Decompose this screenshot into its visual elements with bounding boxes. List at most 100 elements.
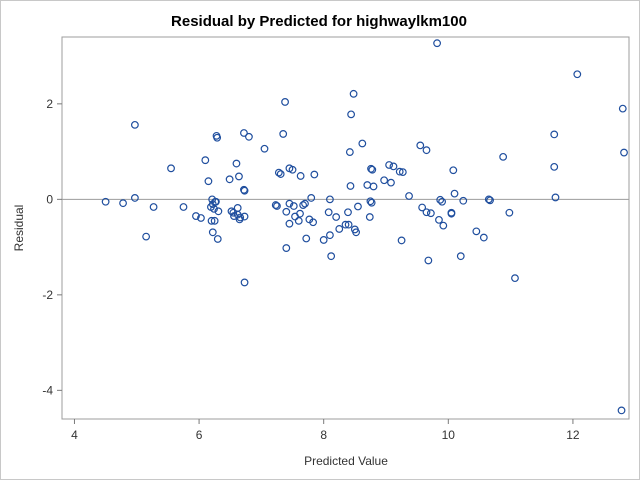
data-point bbox=[422, 146, 431, 155]
data-point bbox=[204, 177, 213, 186]
data-point bbox=[309, 218, 318, 227]
data-point bbox=[349, 89, 358, 98]
data-point bbox=[368, 165, 377, 174]
data-point bbox=[235, 172, 243, 181]
data-point bbox=[324, 208, 333, 217]
data-point bbox=[436, 195, 445, 204]
x-axis: 4 6 8 10 12 bbox=[71, 419, 580, 442]
data-point bbox=[273, 202, 281, 210]
data-point bbox=[201, 156, 210, 165]
data-point bbox=[214, 207, 223, 216]
data-point bbox=[511, 274, 519, 283]
data-point bbox=[367, 164, 375, 173]
data-point bbox=[319, 236, 328, 244]
data-point bbox=[358, 139, 367, 148]
y-axis-label: Residual bbox=[12, 205, 26, 252]
data-point bbox=[352, 228, 360, 237]
data-point bbox=[301, 199, 309, 208]
y-tick-label: 2 bbox=[46, 97, 53, 111]
x-tick-label: 10 bbox=[442, 428, 456, 442]
data-point bbox=[167, 164, 175, 173]
data-point bbox=[130, 120, 139, 129]
data-point bbox=[424, 256, 433, 265]
data-point bbox=[354, 202, 362, 211]
data-point bbox=[617, 406, 626, 415]
data-point bbox=[271, 201, 280, 209]
data-point bbox=[296, 209, 304, 218]
data-point bbox=[456, 252, 465, 261]
data-point bbox=[299, 201, 308, 209]
data-point bbox=[211, 197, 220, 206]
data-point bbox=[385, 161, 394, 169]
data-point bbox=[389, 162, 398, 171]
data-point bbox=[213, 235, 222, 243]
data-point bbox=[279, 130, 288, 138]
data-point bbox=[366, 197, 375, 206]
data-point bbox=[282, 207, 291, 216]
data-point bbox=[285, 219, 294, 228]
x-tick-label: 4 bbox=[71, 428, 78, 442]
data-point bbox=[435, 215, 443, 224]
data-point bbox=[447, 209, 456, 218]
data-point bbox=[418, 203, 427, 212]
y-tick-label: -4 bbox=[42, 383, 53, 397]
data-point bbox=[387, 178, 395, 187]
data-point bbox=[281, 98, 289, 106]
data-point bbox=[450, 189, 459, 198]
y-tick-label: -2 bbox=[42, 288, 53, 302]
data-point bbox=[232, 159, 241, 168]
data-point bbox=[484, 195, 493, 204]
data-point bbox=[347, 110, 356, 119]
data-point bbox=[288, 165, 297, 174]
data-point bbox=[439, 221, 448, 230]
data-point bbox=[472, 227, 481, 236]
chart-title: Residual by Predicted for highwaylkm100 bbox=[171, 13, 467, 30]
data-point bbox=[398, 168, 407, 177]
data-point bbox=[260, 144, 269, 153]
data-point bbox=[416, 141, 425, 150]
data-point bbox=[397, 236, 406, 245]
data-point bbox=[327, 252, 336, 261]
data-point bbox=[620, 148, 628, 157]
data-point bbox=[335, 225, 344, 233]
points-layer bbox=[101, 39, 628, 415]
data-point bbox=[197, 214, 205, 222]
data-point bbox=[296, 172, 305, 180]
data-point bbox=[274, 168, 283, 177]
data-point bbox=[210, 204, 218, 213]
data-point bbox=[207, 216, 216, 225]
data-point bbox=[213, 133, 222, 142]
data-point bbox=[433, 39, 441, 48]
data-point bbox=[346, 182, 355, 190]
data-point bbox=[326, 231, 334, 240]
data-point bbox=[233, 204, 242, 212]
data-point bbox=[551, 193, 560, 202]
data-point bbox=[240, 129, 248, 137]
data-point bbox=[426, 209, 435, 218]
data-point bbox=[369, 182, 378, 191]
data-point bbox=[276, 170, 285, 178]
data-point bbox=[240, 212, 249, 221]
data-point bbox=[210, 216, 219, 225]
x-tick-label: 8 bbox=[320, 428, 327, 442]
data-point bbox=[326, 195, 334, 204]
data-point bbox=[245, 132, 253, 141]
data-point bbox=[618, 104, 627, 113]
data-point bbox=[149, 203, 158, 211]
data-point bbox=[225, 175, 234, 184]
data-point bbox=[208, 228, 217, 237]
x-axis-label: Predicted Value bbox=[304, 454, 388, 468]
data-point bbox=[405, 192, 413, 200]
data-point bbox=[479, 233, 488, 242]
data-point bbox=[365, 213, 374, 221]
data-point bbox=[573, 70, 582, 79]
data-point bbox=[282, 244, 291, 252]
y-axis: -4 -2 0 2 bbox=[42, 97, 62, 397]
x-tick-label: 6 bbox=[196, 428, 203, 442]
data-point bbox=[344, 220, 353, 229]
data-point bbox=[289, 202, 298, 210]
data-point bbox=[192, 212, 200, 220]
data-point bbox=[550, 130, 559, 139]
data-point bbox=[285, 199, 294, 208]
